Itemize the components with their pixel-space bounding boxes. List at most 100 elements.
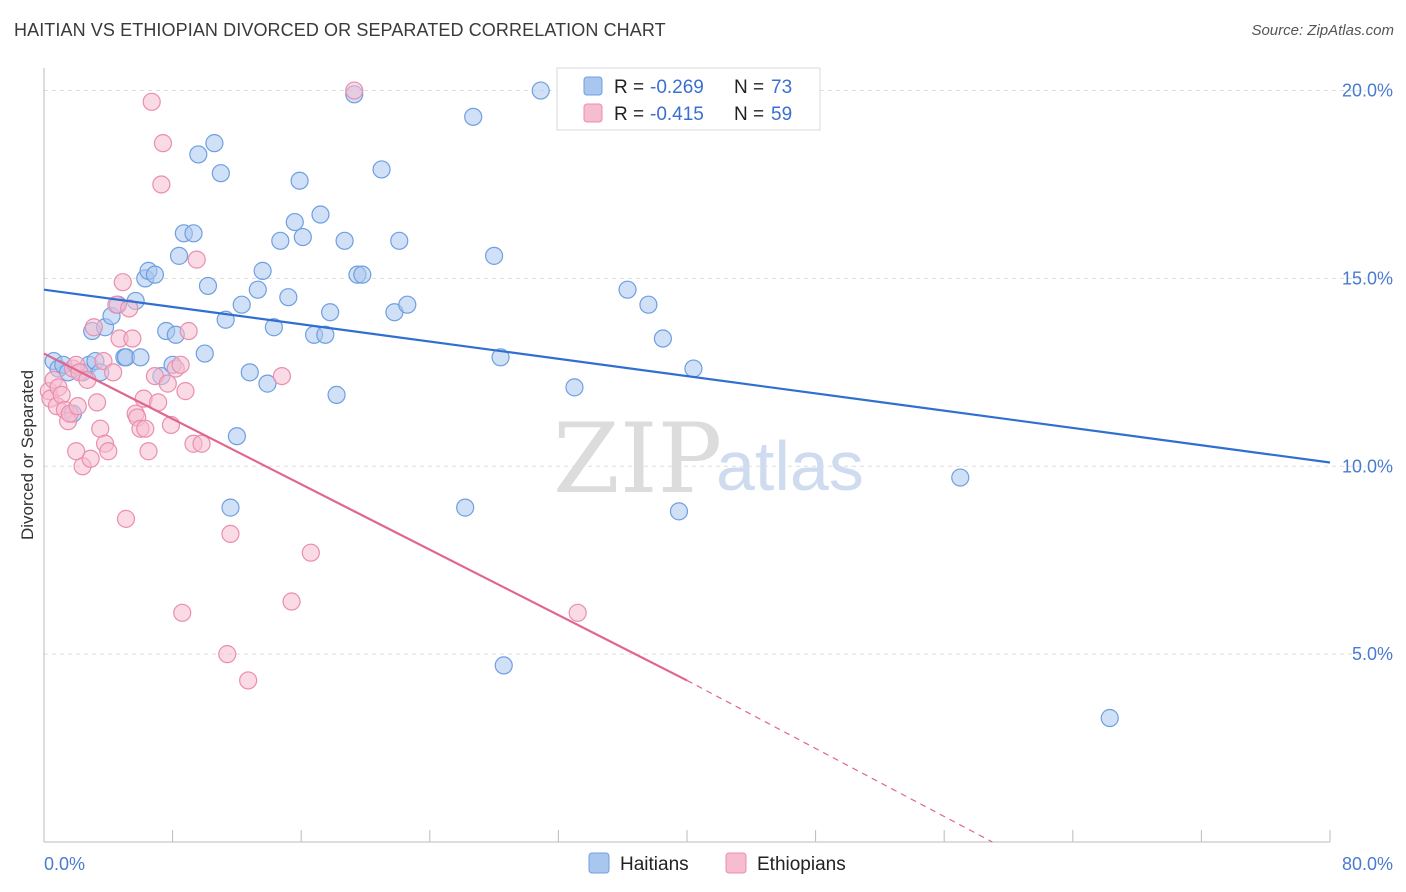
ethiopian-point <box>171 355 190 374</box>
haitian-point <box>639 295 658 314</box>
haitian-point <box>390 231 409 250</box>
ethiopian-point <box>81 449 100 468</box>
y-tick-label: 10.0% <box>1342 456 1393 476</box>
haitians-points <box>44 81 1119 728</box>
chart-title: HAITIAN VS ETHIOPIAN DIVORCED OR SEPARAT… <box>14 20 666 40</box>
haitian-point <box>290 171 309 190</box>
haitian-point <box>205 134 224 153</box>
haitian-point <box>321 303 340 322</box>
haitian-point <box>464 107 483 126</box>
stats-r-label-ethiopians: R = <box>614 104 644 125</box>
haitian-point <box>1100 708 1119 728</box>
haitian-point <box>264 318 283 337</box>
watermark: ZIP atlas <box>553 403 864 515</box>
ethiopian-point <box>87 393 107 412</box>
ethiopian-point <box>104 363 123 382</box>
haitian-point <box>169 246 189 265</box>
stats-n-value-haitians: 73 <box>771 77 792 98</box>
haitian-point <box>145 265 165 284</box>
ethiopian-point <box>120 299 139 318</box>
ethiopian-point <box>116 509 136 528</box>
legend-label-haitians: Haitians <box>620 854 689 875</box>
y-axis-label: Divorced or Separated <box>18 370 37 540</box>
legend: Haitians Ethiopians <box>588 852 846 875</box>
ethiopians-trend-line <box>43 352 688 682</box>
haitian-point <box>491 348 510 367</box>
ethiopian-point <box>153 134 173 153</box>
ethiopian-point <box>192 434 211 453</box>
haitian-point <box>335 231 354 250</box>
ethiopian-point <box>67 442 86 461</box>
haitian-point <box>951 468 970 487</box>
ethiopian-point <box>152 175 171 194</box>
haitian-point <box>684 359 703 378</box>
ethiopian-point <box>158 374 177 393</box>
ethiopian-point <box>179 321 198 341</box>
y-tick-label: 15.0% <box>1342 268 1393 288</box>
stats-r-label-haitians: R = <box>614 77 644 98</box>
ethiopian-point <box>113 273 132 292</box>
legend-swatch-haitians <box>588 852 610 874</box>
haitian-point <box>232 295 251 314</box>
tick-labels: 5.0% 10.0% 15.0% 20.0% 0.0% 80.0% <box>44 81 1393 874</box>
haitian-point <box>211 164 230 183</box>
stats-r-value-ethiopians: -0.415 <box>650 104 704 125</box>
watermark-zip: ZIP <box>553 403 722 515</box>
ethiopian-point <box>272 366 292 386</box>
haitian-point <box>494 656 513 675</box>
haitian-point <box>485 246 504 265</box>
haitian-point <box>565 378 584 397</box>
ethiopian-point <box>68 397 87 416</box>
haitian-point <box>398 295 417 314</box>
haitian-point <box>327 385 346 404</box>
haitian-point <box>258 374 277 393</box>
haitian-point <box>248 280 267 299</box>
haitian-point <box>271 231 290 250</box>
haitian-point <box>279 288 298 307</box>
ethiopian-point <box>568 603 587 622</box>
y-tick-label: 5.0% <box>1352 644 1393 664</box>
haitian-point <box>189 145 208 164</box>
haitian-point <box>285 212 304 232</box>
legend-label-ethiopians: Ethiopians <box>757 854 846 875</box>
haitian-point <box>198 276 218 296</box>
haitian-point <box>293 227 312 247</box>
ethiopian-point <box>173 603 192 622</box>
y-tick-label: 20.0% <box>1342 81 1393 101</box>
haitian-point <box>353 265 372 284</box>
stats-r-value-haitians: -0.269 <box>650 77 704 98</box>
stats-n-value-ethiopians: 59 <box>771 104 792 125</box>
haitian-point <box>195 344 214 363</box>
ethiopian-point <box>218 645 237 664</box>
ethiopian-point <box>142 92 161 111</box>
legend-item-ethiopians[interactable]: Ethiopians <box>725 852 846 875</box>
ethiopian-point <box>187 250 206 269</box>
trend-lines <box>43 288 1331 843</box>
legend-swatch-ethiopians <box>725 852 747 874</box>
axes <box>43 68 1331 843</box>
ethiopian-point <box>301 543 320 562</box>
x-tick-label: 0.0% <box>44 854 85 874</box>
ethiopian-point <box>239 671 258 690</box>
ethiopian-point <box>221 524 240 544</box>
haitian-point <box>316 325 335 344</box>
x-tick-label: 80.0% <box>1342 854 1393 874</box>
stats-n-label-ethiopians: N = <box>734 104 764 125</box>
stats-swatch-haitians <box>583 76 603 96</box>
ethiopian-point <box>345 81 364 100</box>
haitian-point <box>227 427 246 446</box>
haitian-point <box>253 261 272 280</box>
haitian-point <box>221 498 240 517</box>
ethiopians-points <box>39 81 587 690</box>
stats-n-label-haitians: N = <box>734 77 764 98</box>
haitian-point <box>531 81 550 100</box>
ethiopians-trend-extension <box>686 679 993 843</box>
ethiopian-point <box>139 442 158 461</box>
haitian-point <box>372 160 391 179</box>
ethiopian-point <box>84 318 103 337</box>
legend-item-haitians[interactable]: Haitians <box>588 852 689 875</box>
haitian-point <box>131 348 150 367</box>
ethiopian-point <box>176 382 195 401</box>
haitian-point <box>669 502 689 521</box>
